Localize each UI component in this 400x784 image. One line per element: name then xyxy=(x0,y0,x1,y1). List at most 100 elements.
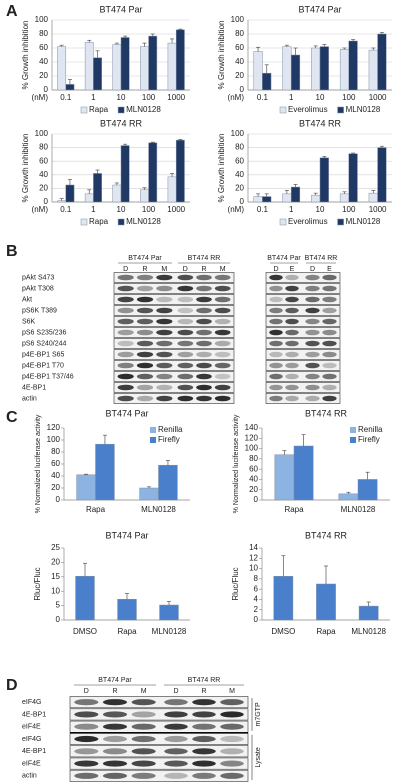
error-bar xyxy=(282,450,287,455)
blot-group-label: BT474 RR xyxy=(188,677,221,684)
blot-band xyxy=(285,351,299,358)
x-tick-label: 1 xyxy=(91,205,96,214)
x-tick-label: 0.1 xyxy=(257,93,269,102)
error-bar xyxy=(114,42,119,45)
blot-band xyxy=(156,318,173,325)
blot-strip xyxy=(265,327,341,338)
bar xyxy=(93,173,102,203)
error-bar xyxy=(284,190,289,194)
blot-band xyxy=(285,395,299,402)
blot-band xyxy=(177,329,194,336)
blot-strip xyxy=(265,338,341,349)
legend-label: Rapa xyxy=(89,105,109,114)
chart-title: BT474 Par xyxy=(298,4,341,14)
blot-band xyxy=(156,384,173,391)
bar xyxy=(339,49,350,91)
bar xyxy=(319,46,329,91)
blot-strip xyxy=(113,294,235,305)
blot-band xyxy=(156,329,173,336)
bar xyxy=(253,196,263,203)
y-tick-label: 0 xyxy=(254,495,259,504)
blot-band xyxy=(74,699,99,706)
blot-band xyxy=(285,285,299,292)
error-bar xyxy=(351,39,356,41)
y-axis-label: Rluc/Fluc xyxy=(231,567,240,600)
bar xyxy=(117,599,137,621)
blot-band xyxy=(269,329,283,336)
blot-band xyxy=(117,362,134,369)
blot-band xyxy=(131,760,156,767)
blot-band xyxy=(136,318,154,325)
error-bar xyxy=(293,183,298,188)
blot-row-label: actin xyxy=(22,395,37,402)
y-tick-label: 60 xyxy=(51,459,60,468)
error-bar xyxy=(123,143,128,146)
y-tick-label: 40 xyxy=(235,57,244,66)
y-tick-label: 12 xyxy=(249,553,258,562)
error-bar xyxy=(114,182,119,185)
blot-band xyxy=(192,772,216,779)
x-unit-label: (nM) xyxy=(228,205,245,214)
blot-band xyxy=(269,274,283,281)
panel-label: B xyxy=(6,243,18,260)
y-axis-label: Rluc/Fluc xyxy=(33,567,42,600)
x-tick-label: 1 xyxy=(289,205,294,214)
bar xyxy=(316,583,336,621)
lane-label: D xyxy=(123,266,128,273)
y-tick-label: 5 xyxy=(56,601,61,610)
y-axis-label: % Normalized luciferase activity xyxy=(233,414,240,513)
x-tick-label: 1000 xyxy=(167,93,185,102)
blot-band xyxy=(196,307,212,314)
bar xyxy=(93,57,102,91)
error-bar xyxy=(371,190,376,194)
y-tick-label: 40 xyxy=(51,471,60,480)
blot-band xyxy=(305,296,320,303)
x-tick-label: MLN0128 xyxy=(341,505,376,514)
legend-swatch xyxy=(337,218,344,226)
blot-band xyxy=(156,340,173,347)
legend-label: MLN0128 xyxy=(346,217,381,226)
y-tick-label: 0 xyxy=(44,85,49,94)
section-label: Lysate xyxy=(255,747,262,767)
x-unit-label: (nM) xyxy=(32,205,49,214)
blot-strip xyxy=(69,708,249,721)
blot-band xyxy=(285,329,299,336)
y-tick-label: 40 xyxy=(39,170,48,179)
lane-label: R xyxy=(142,266,147,273)
y-tick-label: 20 xyxy=(51,558,60,567)
blot-band xyxy=(177,340,194,347)
blot-band xyxy=(177,274,194,281)
chart-title: BT474 RR xyxy=(299,118,342,128)
y-tick-label: 60 xyxy=(39,43,48,52)
error-bar xyxy=(366,601,371,607)
blot-band xyxy=(177,318,194,325)
blot-strip xyxy=(265,283,341,294)
blot-band xyxy=(136,373,154,380)
blot-strip xyxy=(113,327,235,338)
y-tick-label: 0 xyxy=(240,197,245,206)
lane-label: D xyxy=(183,266,188,273)
blot-group-label: BT474 RR xyxy=(305,255,338,262)
blot-band xyxy=(269,296,283,303)
blot-band xyxy=(74,772,99,779)
y-axis-label: % Growth inhibition xyxy=(217,21,226,90)
x-tick-label: 1000 xyxy=(167,205,185,214)
bar xyxy=(65,184,75,203)
blot-band xyxy=(220,760,244,767)
bar xyxy=(358,605,379,621)
bar xyxy=(377,33,387,91)
error-bar xyxy=(123,35,128,38)
y-tick-label: 20 xyxy=(235,71,244,80)
bar xyxy=(84,193,94,203)
error-bar xyxy=(351,152,356,154)
legend-swatch xyxy=(279,218,287,226)
error-bar xyxy=(167,601,171,606)
blot-group-label: BT474 Par xyxy=(267,255,301,262)
error-bar xyxy=(379,32,384,34)
y-tick-label: 120 xyxy=(47,423,61,432)
y-tick-label: 15 xyxy=(51,572,60,581)
blot-band xyxy=(196,274,212,281)
lane-label: M xyxy=(229,688,235,695)
blot-band xyxy=(269,395,283,402)
